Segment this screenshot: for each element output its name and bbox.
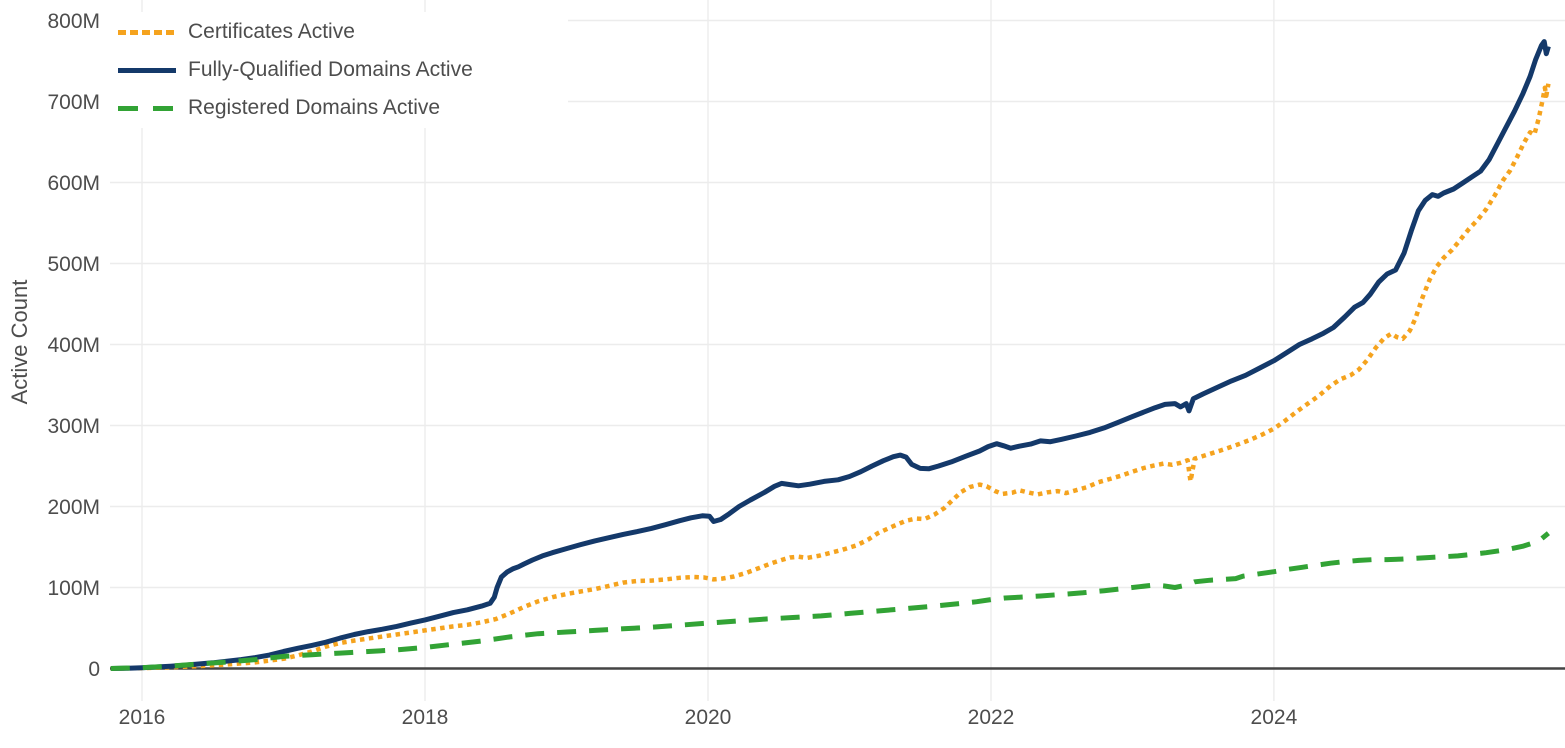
y-tick-label: 0 bbox=[88, 658, 100, 681]
x-tick-label: 2020 bbox=[685, 706, 732, 729]
series-line-fully-qualified-domains-active[interactable] bbox=[110, 39, 1551, 671]
series-line-registered-domains-active[interactable] bbox=[110, 531, 1550, 671]
legend-label-fully-qualified-domains-active: Fully-Qualified Domains Active bbox=[188, 58, 473, 81]
dotted-line-swatch-icon bbox=[118, 29, 176, 35]
y-tick-label: 700M bbox=[47, 91, 100, 114]
y-tick-label: 500M bbox=[47, 253, 100, 276]
legend-item-fully-qualified-domains-active[interactable]: Fully-Qualified Domains Active bbox=[110, 51, 568, 89]
y-tick-label: 600M bbox=[47, 172, 100, 195]
x-tick-label: 2024 bbox=[1251, 706, 1298, 729]
y-tick-label: 300M bbox=[47, 415, 100, 438]
dashed-line-swatch-icon bbox=[118, 105, 176, 111]
x-tick-label: 2016 bbox=[119, 706, 166, 729]
y-axis-title: Active Count bbox=[7, 279, 32, 405]
legend-item-registered-domains-active[interactable]: Registered Domains Active bbox=[110, 89, 568, 127]
legend-item-certificates-active[interactable]: Certificates Active bbox=[110, 13, 568, 51]
legend-label-registered-domains-active: Registered Domains Active bbox=[188, 96, 441, 119]
legend-label-certificates-active: Certificates Active bbox=[188, 20, 355, 43]
y-tick-label: 200M bbox=[47, 496, 100, 519]
legend: Certificates Active Fully-Qualified Doma… bbox=[110, 12, 568, 128]
series-line-certificates-active[interactable] bbox=[110, 83, 1551, 671]
y-tick-label: 400M bbox=[47, 334, 100, 357]
y-tick-label: 800M bbox=[47, 10, 100, 33]
solid-line-swatch-icon bbox=[118, 67, 176, 73]
x-tick-label: 2018 bbox=[402, 706, 449, 729]
y-tick-label: 100M bbox=[47, 577, 100, 600]
x-tick-label: 2022 bbox=[968, 706, 1015, 729]
